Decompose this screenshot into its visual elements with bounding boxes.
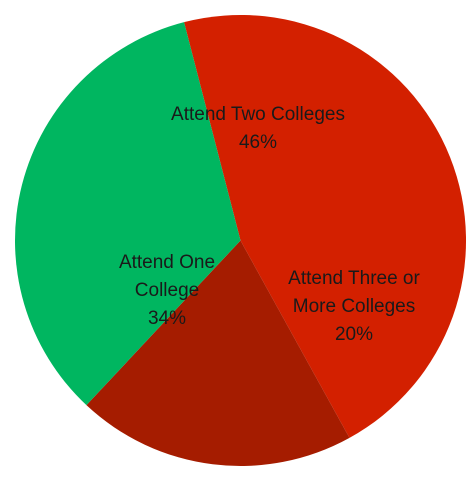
- slice-value-label: 34%: [148, 308, 186, 329]
- pie-slice-attend-two-colleges: [184, 14, 467, 438]
- slice-category-label: Attend One: [119, 252, 215, 273]
- slice-value-label: 46%: [239, 132, 277, 153]
- slice-category-label: More Colleges: [293, 296, 416, 317]
- slice-category-label: Attend Three or: [288, 268, 420, 289]
- pie-labels: Attend Two Colleges 46% Attend Three or Mor…: [119, 104, 421, 345]
- slice-label-attend-two-colleges: Attend Two Colleges 46%: [171, 104, 345, 153]
- slice-value-label: 20%: [335, 324, 373, 345]
- slice-label-attend-one-college: Attend One College 34%: [119, 252, 215, 329]
- slice-category-label: Attend Two Colleges: [171, 104, 345, 125]
- pie-slices: [14, 14, 467, 467]
- slice-category-label: College: [135, 280, 199, 301]
- slice-label-attend-three-or-more-colleges: Attend Three or More Colleges 20%: [288, 268, 420, 345]
- pie-slice-attend-one-college: [14, 22, 241, 406]
- pie-slice-attend-three-or-more-colleges: [86, 240, 350, 467]
